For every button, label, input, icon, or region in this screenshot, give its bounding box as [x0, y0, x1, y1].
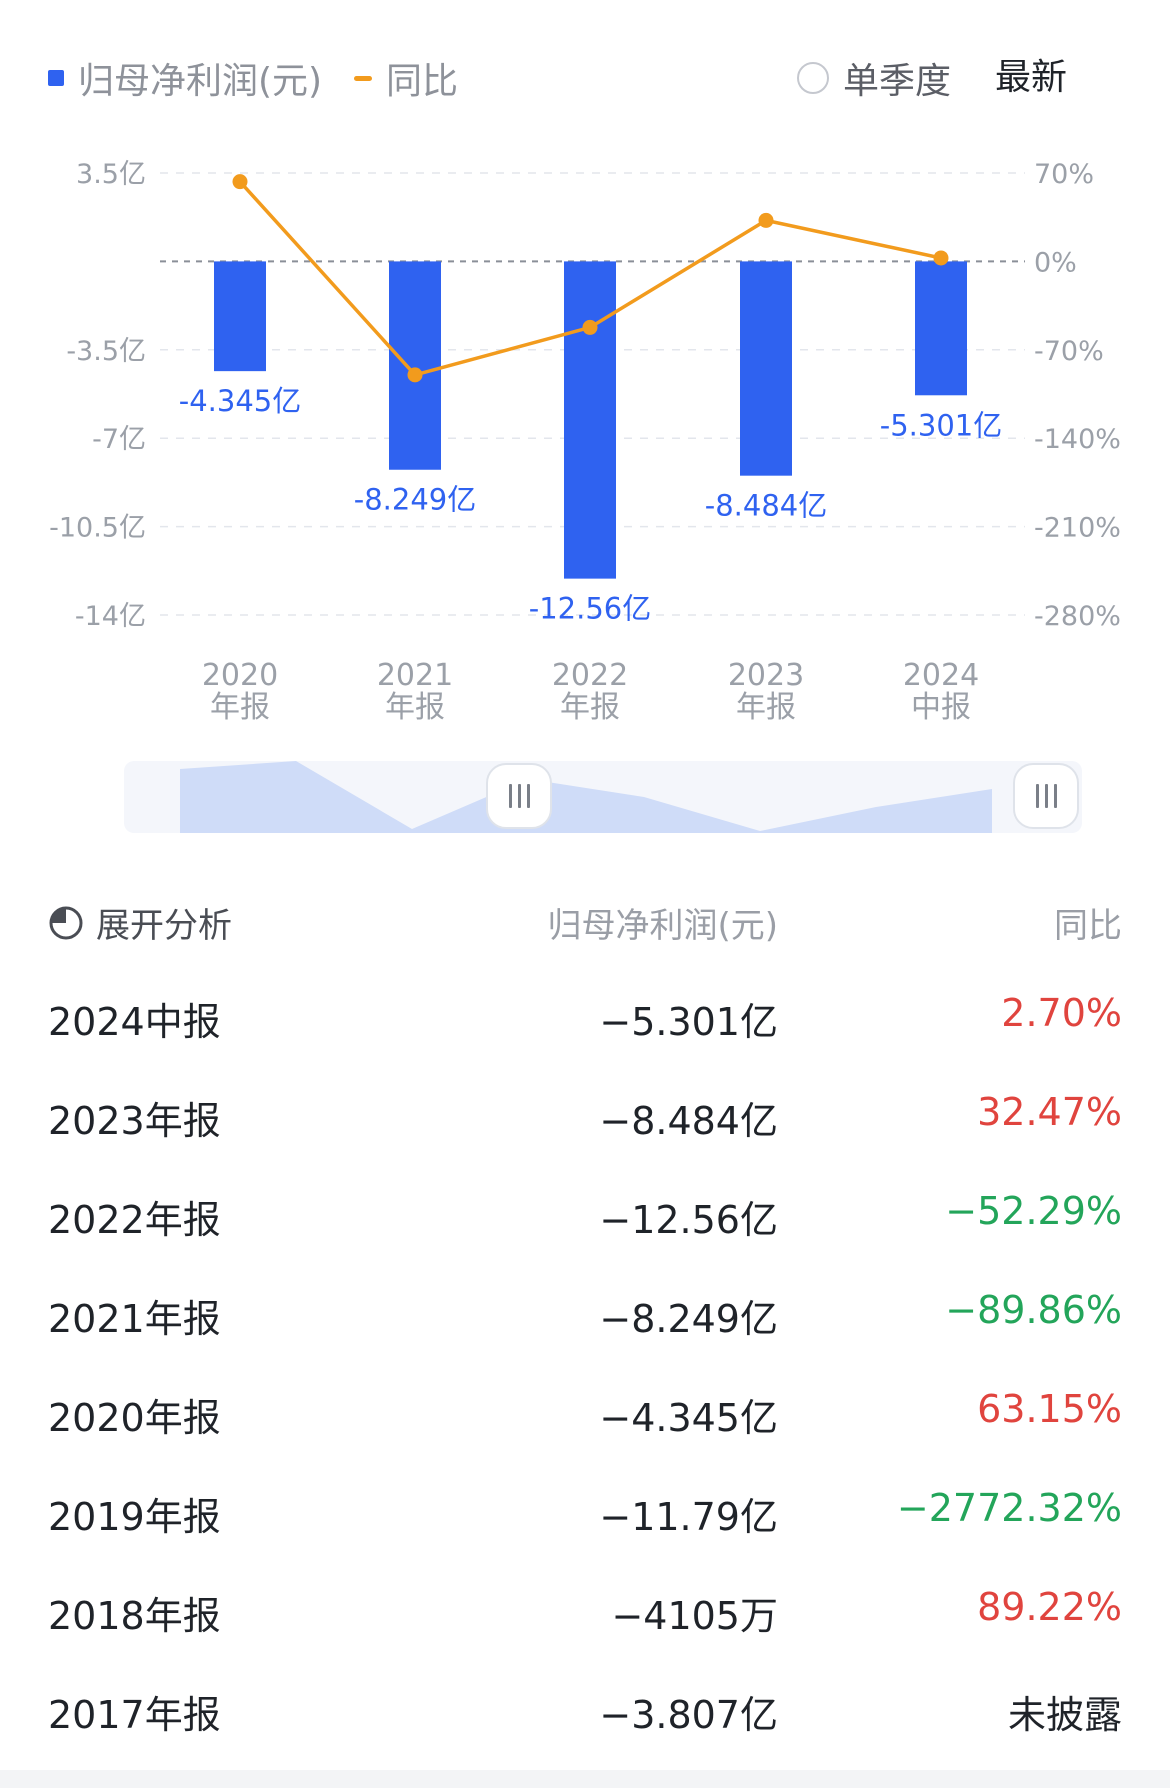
x-tick-label: 年报 — [560, 690, 620, 725]
bar-data-label: -4.345亿 — [179, 384, 302, 418]
y-left-tick-label: 3.5亿 — [76, 159, 146, 190]
y-left-tick-label: -14亿 — [75, 601, 146, 632]
y-left-tick-label: -10.5亿 — [49, 513, 146, 544]
row-yoy: −89.86% — [945, 1288, 1122, 1332]
row-yoy: 未披露 — [1007, 1693, 1122, 1737]
pie-chart-icon — [49, 906, 83, 939]
row-net-profit: −8.249亿 — [599, 1297, 778, 1341]
table-row[interactable]: 2019年报 −11.79亿 −2772.32% — [0, 1460, 1170, 1559]
row-yoy: 2.70% — [1001, 991, 1122, 1035]
yoy-point — [232, 174, 248, 190]
legend-yoy[interactable]: 同比 — [354, 56, 458, 102]
table-row[interactable]: 2024中报 −5.301亿 2.70% — [0, 965, 1170, 1064]
table-row[interactable]: 2021年报 −8.249亿 −89.86% — [0, 1262, 1170, 1361]
yoy-point — [758, 212, 774, 228]
yoy-point — [933, 250, 949, 266]
column-net-profit-header: 归母净利润(元) — [547, 906, 778, 946]
bar — [740, 261, 792, 476]
bottom-divider — [0, 1770, 1170, 1788]
row-net-profit: −4105万 — [611, 1594, 778, 1638]
table-row[interactable]: 2023年报 −8.484亿 32.47% — [0, 1064, 1170, 1163]
y-left-tick-label: -7亿 — [92, 424, 146, 455]
bar — [564, 261, 616, 579]
y-right-tick-label: -140% — [1034, 424, 1121, 455]
x-tick-label: 中报 — [911, 690, 971, 725]
legend-net-profit[interactable]: 归母净利润(元) — [48, 56, 322, 102]
row-net-profit: −12.56亿 — [599, 1198, 778, 1242]
row-period: 2021年报 — [48, 1297, 221, 1341]
y-right-tick-label: -70% — [1034, 336, 1104, 367]
x-tick-label: 年报 — [385, 690, 445, 725]
x-tick-label: 2024 — [903, 658, 979, 693]
bar-data-label: -12.56亿 — [529, 592, 652, 626]
row-period: 2024中报 — [48, 1000, 221, 1044]
y-right-tick-label: -280% — [1034, 601, 1121, 632]
yoy-point — [582, 319, 598, 335]
y-right-tick-label: -210% — [1034, 513, 1121, 544]
y-right-tick-label: 70% — [1034, 159, 1094, 190]
row-yoy: 89.22% — [977, 1585, 1122, 1629]
net-profit-chart: 3.5亿 -3.5亿 -7亿 -10.5亿 -14亿 70% 0% -70% -140% -210… — [49, 159, 1121, 725]
slider-preview — [180, 761, 992, 833]
x-tick-label: 2021 — [377, 658, 453, 693]
bar-swatch-icon — [48, 70, 64, 86]
column-yoy-header: 同比 — [1054, 906, 1122, 946]
row-yoy: −2772.32% — [896, 1486, 1122, 1530]
yoy-point — [407, 367, 423, 383]
bar-data-label: -8.484亿 — [705, 489, 828, 523]
y-left-tick-label: -3.5亿 — [66, 336, 146, 367]
x-tick-label: 2022 — [552, 658, 628, 693]
row-yoy: 32.47% — [977, 1090, 1122, 1134]
bar — [214, 261, 266, 372]
table-row[interactable]: 2017年报 −3.807亿 未披露 — [0, 1658, 1170, 1757]
expand-analysis-button[interactable]: 展开分析 — [48, 898, 232, 947]
x-tick-label: 年报 — [736, 690, 796, 725]
row-period: 2018年报 — [48, 1594, 221, 1638]
slider-left-handle[interactable] — [486, 763, 552, 829]
table-row[interactable]: 2022年报 −12.56亿 −52.29% — [0, 1163, 1170, 1262]
row-net-profit: −8.484亿 — [599, 1099, 778, 1143]
row-yoy: −52.29% — [945, 1189, 1122, 1233]
single-quarter-label: 单季度 — [843, 61, 952, 102]
line-swatch-icon — [354, 75, 372, 81]
radio-icon — [797, 62, 829, 94]
table-header: 展开分析 归母净利润(元) 同比 — [0, 880, 1170, 956]
row-net-profit: −3.807亿 — [599, 1693, 778, 1737]
legend-yoy-label: 同比 — [386, 61, 459, 102]
row-yoy: 63.15% — [977, 1387, 1122, 1431]
x-tick-label: 2023 — [728, 658, 804, 693]
row-period: 2023年报 — [48, 1099, 221, 1143]
table-row[interactable]: 2020年报 −4.345亿 63.15% — [0, 1361, 1170, 1460]
row-period: 2017年报 — [48, 1693, 221, 1737]
row-period: 2019年报 — [48, 1495, 221, 1539]
bar — [389, 261, 441, 470]
slider-right-handle[interactable] — [1013, 763, 1079, 829]
expand-analysis-label: 展开分析 — [96, 906, 232, 946]
x-tick-label: 年报 — [210, 690, 270, 725]
row-period: 2020年报 — [48, 1396, 221, 1440]
y-right-tick-label: 0% — [1034, 247, 1077, 278]
bar-data-label: -8.249亿 — [354, 483, 477, 517]
row-period: 2022年报 — [48, 1198, 221, 1242]
row-net-profit: −4.345亿 — [599, 1396, 778, 1440]
bar-data-label: -5.301亿 — [880, 408, 1003, 442]
x-tick-label: 2020 — [202, 658, 278, 693]
single-quarter-toggle[interactable]: 单季度 — [797, 56, 951, 102]
latest-button[interactable]: 最新 — [995, 57, 1068, 98]
row-net-profit: −5.301亿 — [599, 1000, 778, 1044]
row-net-profit: −11.79亿 — [599, 1495, 778, 1539]
legend-net-profit-label: 归母净利润(元) — [78, 61, 323, 102]
table-row[interactable]: 2018年报 −4105万 89.22% — [0, 1559, 1170, 1658]
chart-legend: 归母净利润(元) 同比 单季度 最新 — [0, 0, 1170, 160]
range-slider[interactable] — [124, 761, 1082, 833]
bar — [915, 261, 967, 396]
